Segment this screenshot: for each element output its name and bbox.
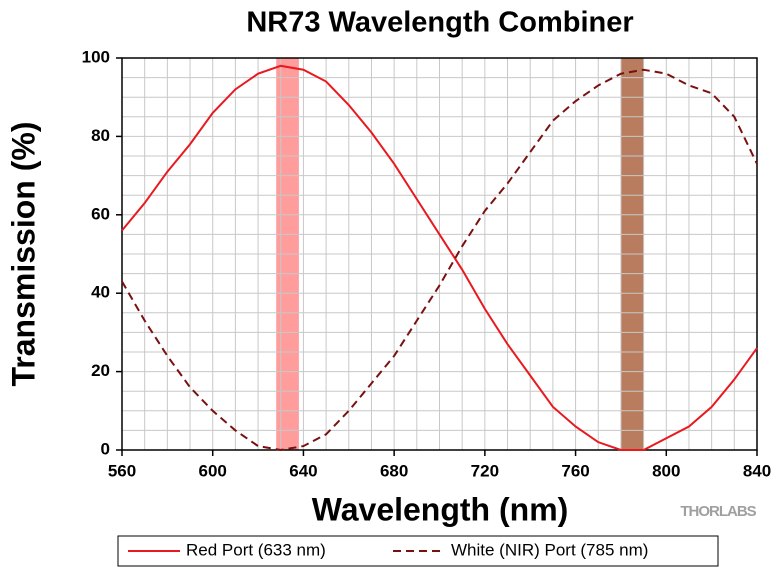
x-tick-label: 600 <box>199 461 227 480</box>
legend-label: Red Port (633 nm) <box>186 540 326 559</box>
y-tick-label: 20 <box>91 361 110 380</box>
y-tick-label: 40 <box>91 283 110 302</box>
plot-frame <box>121 57 758 451</box>
legend-label: White (NIR) Port (785 nm) <box>451 540 648 559</box>
x-tick-label: 720 <box>471 461 499 480</box>
x-axis-label: Wavelength (nm) <box>312 491 569 527</box>
x-tick-label: 560 <box>108 461 136 480</box>
chart-title: NR73 Wavelength Combiner <box>246 7 633 39</box>
x-tick-label: 840 <box>743 461 771 480</box>
x-tick-label: 680 <box>380 461 408 480</box>
x-tick-label: 640 <box>289 461 317 480</box>
legend-box <box>117 535 719 567</box>
x-tick-label: 760 <box>561 461 589 480</box>
x-tick-label: 800 <box>652 461 680 480</box>
y-axis-label: Transmission (%) <box>5 122 41 387</box>
series-line <box>121 68 758 452</box>
brand-logo: THORLABS <box>680 503 756 520</box>
y-tick-label: 100 <box>82 47 110 66</box>
y-tick-label: 80 <box>91 126 110 145</box>
y-tick-label: 0 <box>101 439 110 458</box>
y-tick-label: 60 <box>91 204 110 223</box>
series-line <box>121 64 758 451</box>
